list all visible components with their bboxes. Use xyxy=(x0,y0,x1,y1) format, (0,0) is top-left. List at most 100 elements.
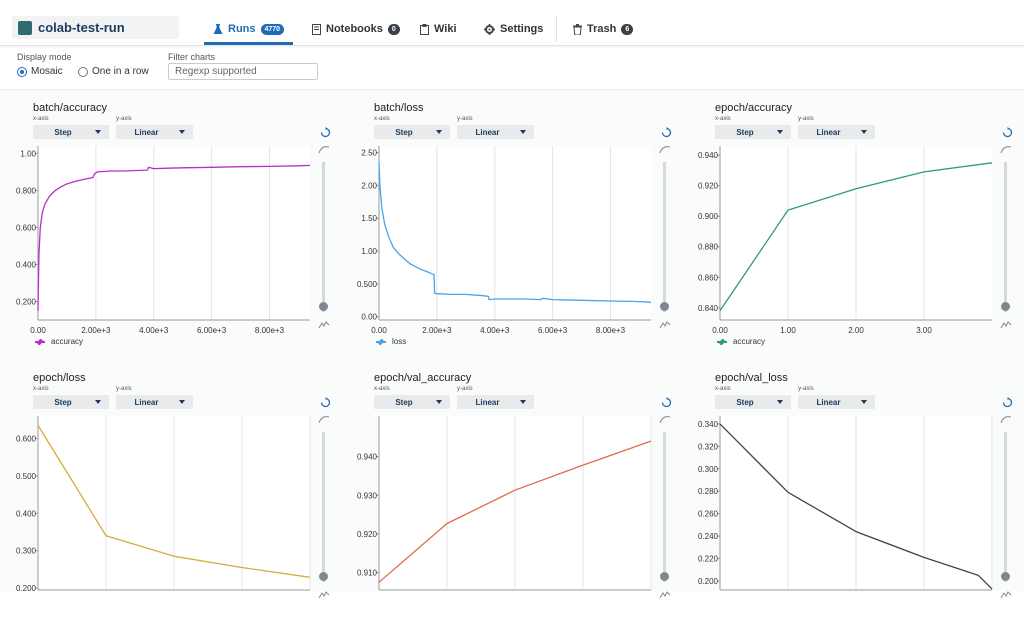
x-tick-label: 4.00e+3 xyxy=(139,326,169,335)
x-tick-label: 0.00 xyxy=(371,326,387,335)
smoothing-slider-handle[interactable] xyxy=(1001,572,1010,581)
filter-charts-input[interactable] xyxy=(168,63,318,80)
y-axis-select[interactable]: Linear xyxy=(457,125,534,139)
x-axis-select[interactable]: Step xyxy=(374,125,450,139)
chart-title: epoch/loss xyxy=(33,372,86,384)
series-line xyxy=(719,162,993,312)
tab-notebooks-label: Notebooks xyxy=(326,23,383,35)
y-axis-select[interactable]: Linear xyxy=(457,395,534,409)
active-tab-indicator xyxy=(204,42,293,45)
y-tick-label: 0.940 xyxy=(357,453,378,462)
smoothing-icon xyxy=(1000,146,1012,154)
y-tick-label: 0.920 xyxy=(357,530,378,539)
y-axis-select[interactable]: Linear xyxy=(116,125,193,139)
legend-marker xyxy=(376,340,386,343)
y-tick-label: 0.200 xyxy=(698,577,719,586)
y-axis-label: y-axis xyxy=(116,116,132,122)
chart-legend: accuracy xyxy=(35,337,83,346)
x-axis-select-value: Step xyxy=(54,127,72,137)
tab-trash[interactable]: Trash 6 xyxy=(573,14,634,44)
x-axis-select[interactable]: Step xyxy=(374,395,450,409)
project-icon xyxy=(18,20,32,35)
y-axis-select-value: Linear xyxy=(475,127,500,137)
y-tick-label: 0.910 xyxy=(357,569,378,578)
chevron-down-icon xyxy=(861,400,867,404)
smoothing-slider-track[interactable] xyxy=(1004,432,1007,582)
smoothing-slider-track[interactable] xyxy=(1004,162,1007,312)
smoothing-icon xyxy=(1000,416,1012,424)
tab-settings[interactable]: Settings xyxy=(484,14,543,44)
series-line xyxy=(378,162,652,303)
y-tick-label: 0.340 xyxy=(698,420,719,429)
y-axis-select[interactable]: Linear xyxy=(798,395,875,409)
x-tick-label: 3.00 xyxy=(916,326,932,335)
reset-zoom-icon[interactable] xyxy=(1002,397,1013,408)
trash-count-badge: 6 xyxy=(621,23,634,35)
x-axis-select[interactable]: Step xyxy=(715,125,791,139)
y-axis-label: y-axis xyxy=(798,116,814,122)
x-tick-label: 2.00e+3 xyxy=(81,326,111,335)
y-axis-select[interactable]: Linear xyxy=(116,395,193,409)
smoothing-icon xyxy=(318,146,330,154)
chevron-down-icon xyxy=(520,130,526,134)
smoothing-slider-handle[interactable] xyxy=(319,302,328,311)
controls-divider xyxy=(0,89,1024,90)
smoothing-slider-track[interactable] xyxy=(663,162,666,312)
smoothing-slider-track[interactable] xyxy=(322,162,325,312)
tab-wiki[interactable]: Wiki xyxy=(420,14,457,44)
raw-data-icon xyxy=(318,321,330,329)
chevron-down-icon xyxy=(436,400,442,404)
series-line xyxy=(719,423,993,590)
y-axis-select[interactable]: Linear xyxy=(798,125,875,139)
project-selector[interactable]: colab-test-run xyxy=(12,16,179,39)
tab-trash-label: Trash xyxy=(587,23,617,35)
x-axis-select[interactable]: Step xyxy=(715,395,791,409)
legend-marker xyxy=(717,340,727,343)
y-tick-label: 2.00 xyxy=(361,181,377,190)
mosaic-radio[interactable]: Mosaic xyxy=(17,66,63,77)
chevron-down-icon xyxy=(861,130,867,134)
x-axis-select-value: Step xyxy=(395,397,413,407)
one-in-row-radio-dot[interactable] xyxy=(78,66,88,77)
smoothing-slider-track[interactable] xyxy=(322,432,325,582)
reset-zoom-icon[interactable] xyxy=(320,397,331,408)
y-axis-select-value: Linear xyxy=(475,397,500,407)
smoothing-slider-track[interactable] xyxy=(663,432,666,582)
raw-data-icon xyxy=(659,321,671,329)
reset-zoom-icon[interactable] xyxy=(661,127,672,138)
x-axis-select[interactable]: Step xyxy=(33,125,109,139)
y-tick-label: 0.300 xyxy=(698,465,719,474)
series-line xyxy=(37,164,311,311)
smoothing-slider-handle[interactable] xyxy=(660,572,669,581)
chart-plot: 0.200 0.300 0.400 0.500 0.600 xyxy=(16,416,311,593)
mosaic-radio-dot[interactable] xyxy=(17,66,27,77)
legend-label: loss xyxy=(392,337,407,346)
chart-card: epoch/val_accuracy x-axis y-axis Step Linear… xyxy=(341,360,682,630)
tab-runs[interactable]: Runs 4770 xyxy=(213,14,285,44)
chart-title: epoch/val_loss xyxy=(715,372,788,384)
y-axis-label: y-axis xyxy=(116,386,132,392)
y-tick-label: 0.200 xyxy=(16,584,37,593)
smoothing-slider-handle[interactable] xyxy=(319,572,328,581)
x-axis-select[interactable]: Step xyxy=(33,395,109,409)
one-in-row-radio[interactable]: One in a row xyxy=(78,66,149,77)
y-tick-label: 0.320 xyxy=(698,442,719,451)
display-mode-label: Display mode xyxy=(17,52,72,62)
clipboard-icon xyxy=(420,23,429,35)
reset-zoom-icon[interactable] xyxy=(661,397,672,408)
reset-zoom-icon[interactable] xyxy=(320,127,331,138)
y-tick-label: 0.500 xyxy=(357,280,378,289)
y-tick-label: 0.800 xyxy=(16,186,37,195)
tab-notebooks[interactable]: Notebooks 0 xyxy=(312,14,400,44)
y-tick-label: 1.00 xyxy=(361,247,377,256)
legend-marker xyxy=(35,340,45,343)
plot-area xyxy=(38,146,310,320)
notebook-icon xyxy=(312,23,321,35)
smoothing-slider-handle[interactable] xyxy=(1001,302,1010,311)
x-tick-label: 0.00 xyxy=(712,326,728,335)
chart-card: epoch/val_loss x-axis y-axis Step Linear 0.20… xyxy=(682,360,1023,630)
x-tick-label: 2.00e+3 xyxy=(422,326,452,335)
y-tick-label: 0.940 xyxy=(698,151,719,160)
smoothing-slider-handle[interactable] xyxy=(660,302,669,311)
reset-zoom-icon[interactable] xyxy=(1002,127,1013,138)
